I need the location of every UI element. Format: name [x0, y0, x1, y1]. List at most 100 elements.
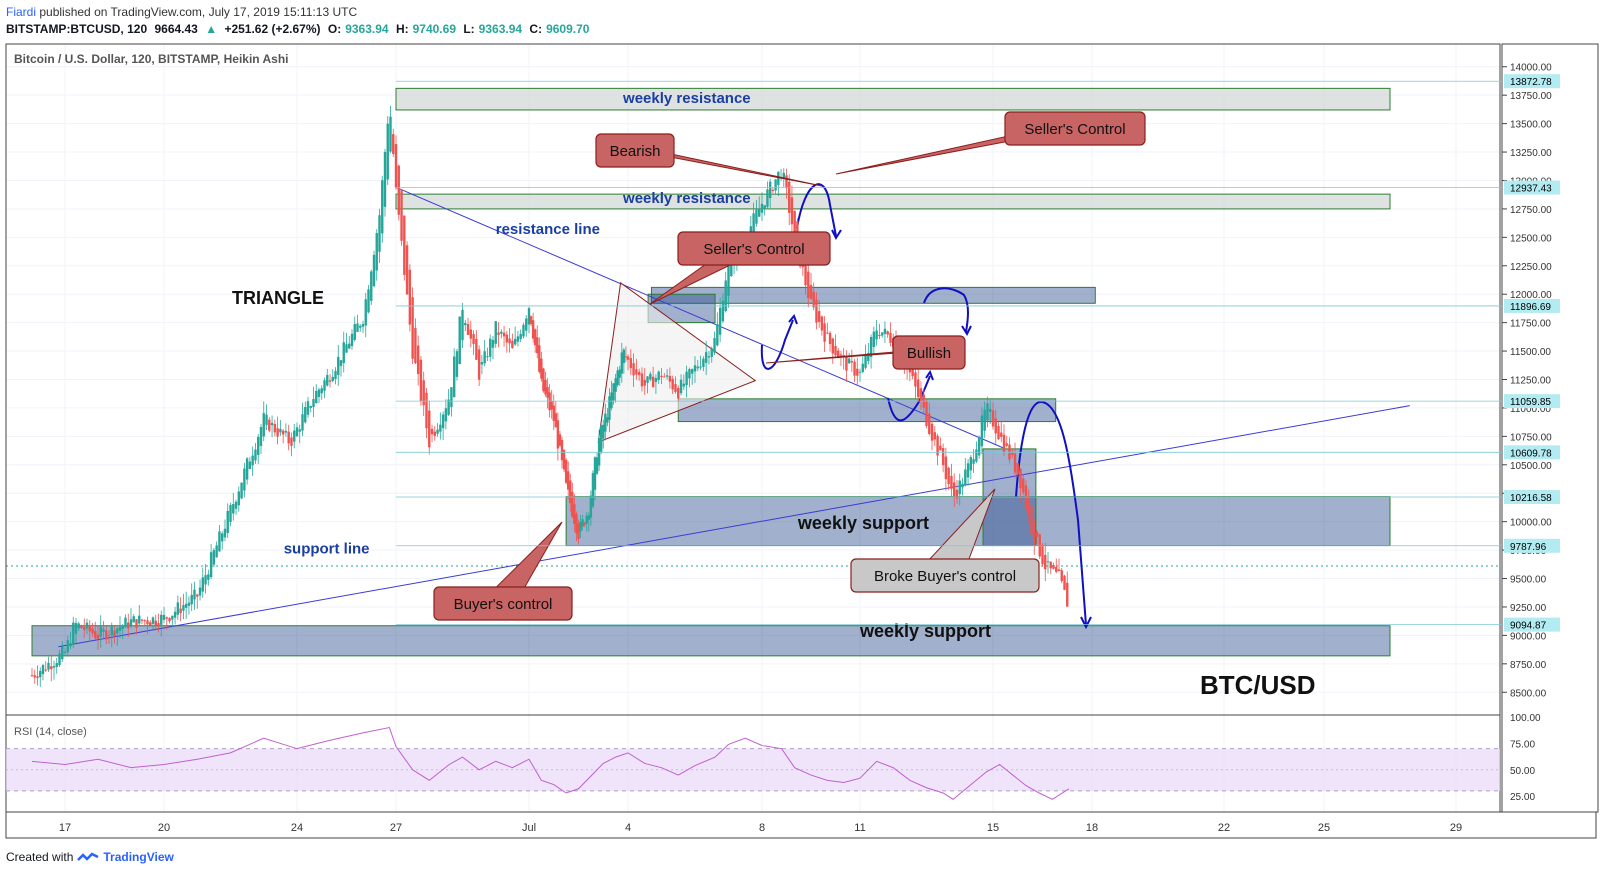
callout-sellers-control-mid: Seller's Control	[649, 231, 831, 305]
candle-body	[969, 457, 973, 471]
candle-body	[610, 392, 613, 409]
candle-body	[525, 318, 528, 331]
candle-body	[589, 495, 593, 518]
candle-body	[710, 348, 713, 357]
candle-body	[375, 233, 378, 271]
candle-body	[345, 344, 348, 353]
price-tag-label: 12937.43	[1510, 184, 1552, 195]
callout-box	[892, 335, 966, 370]
arrow-resistance-test	[923, 287, 969, 333]
x-tick-label: 4	[625, 822, 631, 834]
callout-broke-buyers-control: Broke Buyer's control	[850, 488, 1040, 593]
candle-body	[83, 626, 86, 631]
price-tags-layer: 13872.78 12937.43 11896.69 11059.85 10609.78…	[396, 74, 1560, 632]
candle-body	[1049, 561, 1052, 569]
candle-body	[872, 331, 876, 347]
callout-bearish: Bearish	[595, 133, 823, 187]
candle-body	[919, 388, 923, 401]
price-tag-label: 13872.78	[1510, 77, 1552, 88]
rsi-tick-label: 50.00	[1510, 766, 1535, 777]
candle-body	[663, 376, 666, 378]
candle-body	[304, 407, 307, 423]
candle-body	[624, 356, 628, 358]
candle-body	[581, 519, 584, 527]
candle-body	[389, 116, 392, 152]
candle-body	[562, 450, 566, 470]
candle-body	[138, 615, 141, 624]
candle-body	[245, 458, 249, 480]
tradingview-brand[interactable]: TradingView	[103, 850, 174, 864]
price-tag-box	[1504, 538, 1560, 553]
callout-box	[677, 231, 831, 266]
arrowhead-3	[961, 325, 972, 337]
candle-body	[162, 614, 166, 620]
candle-body	[856, 368, 859, 376]
candle-body	[958, 480, 961, 495]
candle-body	[165, 617, 168, 619]
candle-body	[220, 533, 224, 542]
candle-body	[511, 340, 514, 349]
candle-body	[953, 482, 956, 497]
candle-body	[105, 630, 108, 640]
candle-body	[102, 629, 105, 632]
rsi-pane: 25.00 50.00 75.00 100.00 RSI (14, close)	[6, 713, 1541, 803]
candle-body	[837, 350, 840, 359]
candle-body	[1002, 434, 1006, 452]
candle-body	[546, 387, 549, 398]
candle-body	[39, 670, 42, 678]
candle-body	[914, 372, 917, 387]
candle-body	[713, 337, 716, 353]
candle-body	[637, 371, 641, 376]
candle-body	[411, 297, 414, 359]
candle-body	[560, 440, 564, 461]
candle-body	[768, 181, 772, 199]
price-tag-label: 11059.85	[1510, 397, 1551, 408]
candle-body	[405, 245, 409, 295]
y-tick-label: 11750.00	[1510, 319, 1551, 330]
candle-body	[618, 369, 621, 378]
candle-body	[397, 165, 400, 215]
candle-body	[727, 256, 730, 296]
zone-box	[677, 398, 1057, 423]
candle-body	[127, 622, 130, 629]
y-tick-label: 12000.00	[1510, 290, 1552, 301]
candle-body	[237, 491, 241, 506]
candle-body	[85, 622, 89, 629]
candle-body	[752, 213, 755, 235]
candle-body	[604, 413, 607, 432]
rsi-tick-label: 100.00	[1510, 713, 1541, 724]
candle-body	[326, 375, 329, 386]
candle-body	[691, 369, 694, 374]
candle-body	[422, 380, 425, 406]
candle-body	[276, 428, 279, 437]
triangle-pattern	[597, 281, 757, 443]
publish-info: Fiardi published on TradingView.com, Jul…	[6, 5, 357, 19]
candle-body	[94, 630, 97, 639]
close-value: 9609.70	[546, 22, 590, 36]
candle-body	[364, 299, 367, 326]
candle-body	[766, 189, 769, 207]
candle-body	[494, 321, 497, 344]
support-trendline	[58, 405, 1410, 648]
candle-body	[204, 575, 207, 585]
author-link[interactable]: Fiardi	[6, 5, 37, 19]
y-tick-label: 9500.00	[1510, 575, 1547, 586]
candle-body	[337, 356, 340, 375]
candle-body	[328, 380, 332, 382]
candle-body	[72, 622, 75, 645]
x-tick-label: 11	[854, 822, 865, 834]
candle-body	[807, 271, 810, 299]
y-tick-label: 11500.00	[1510, 347, 1551, 358]
candle-body	[575, 513, 578, 534]
candle-body	[323, 380, 326, 391]
candle-body	[455, 351, 459, 377]
callout-bullish: Bullish	[765, 335, 966, 370]
candle-body	[1011, 452, 1014, 455]
candle-body	[889, 332, 892, 343]
candle-body	[356, 323, 359, 332]
candle-body	[248, 461, 252, 469]
candle-body	[226, 510, 229, 534]
candle-body	[550, 401, 553, 410]
candle-body	[367, 289, 370, 313]
